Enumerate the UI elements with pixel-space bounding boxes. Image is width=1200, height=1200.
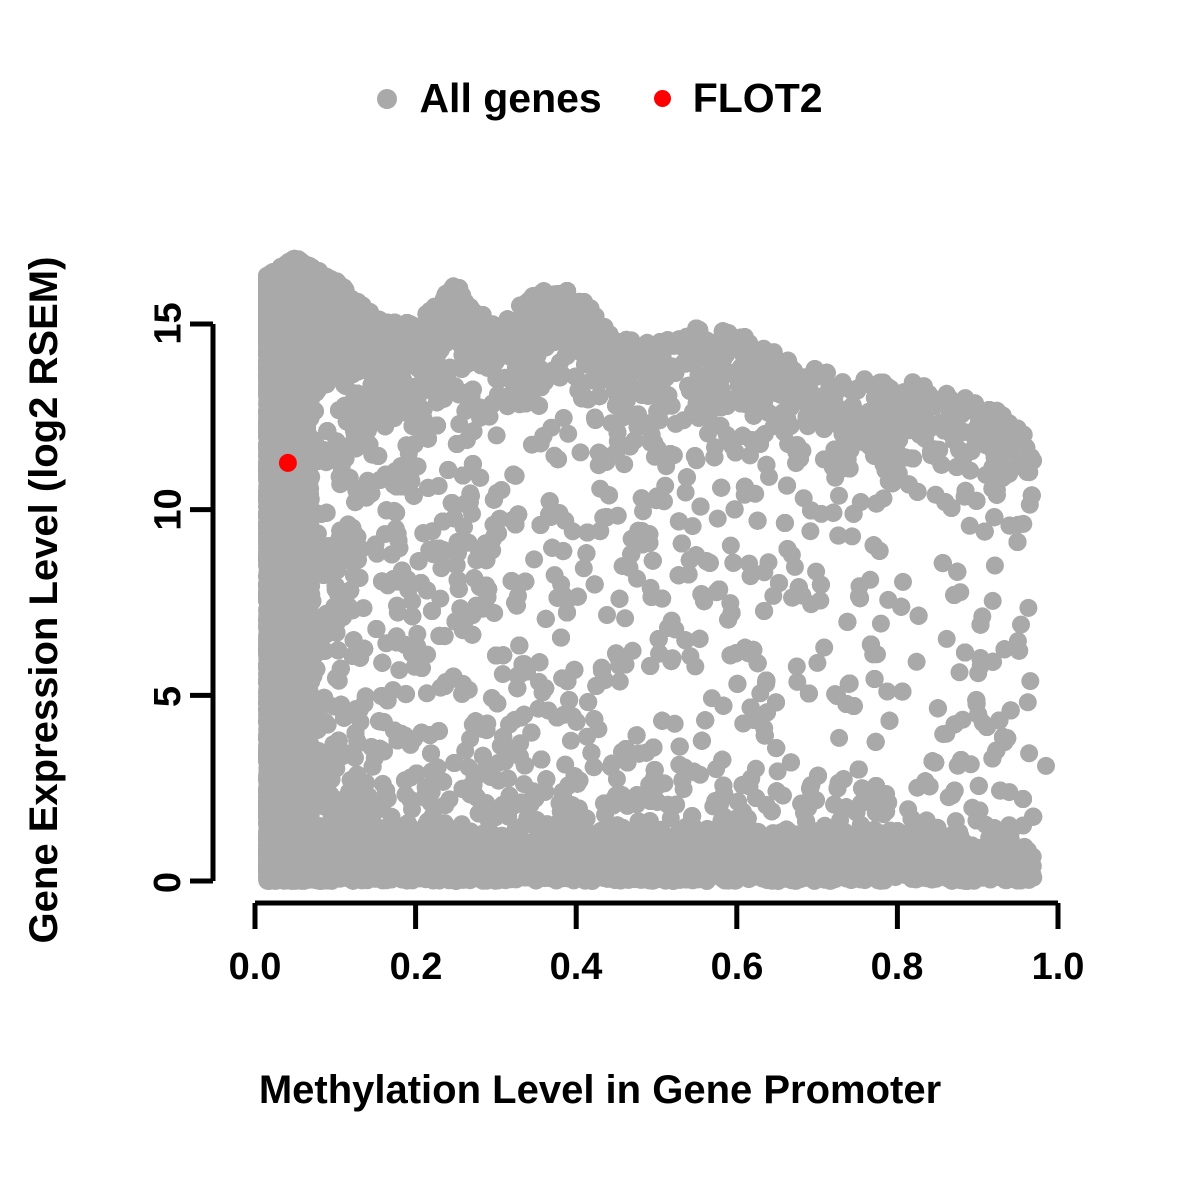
x-axis-title: Methylation Level in Gene Promoter (0, 1068, 1200, 1113)
x-tick-label-1: 0.2 (390, 946, 443, 989)
highlighted-point-flot2 (278, 453, 297, 472)
x-tick-label-5: 1.0 (1032, 946, 1085, 989)
y-tick-label-10: 10 (148, 488, 190, 531)
legend-label-all-genes: All genes (419, 78, 601, 119)
chart-legend: All genes FLOT2 (0, 78, 1200, 119)
y-axis-title: Gene Expression Level (log2 RSEM) (14, 0, 74, 1200)
red-dot-marker-icon (653, 90, 671, 107)
legend-item-all-genes: All genes (377, 78, 602, 119)
x-tick-label-3: 0.6 (711, 946, 764, 989)
y-tick-label-5: 5 (147, 675, 189, 718)
y-tick-label-15: 15 (148, 302, 190, 345)
x-tick-label-4: 0.8 (871, 946, 924, 989)
legend-item-flot2: FLOT2 (653, 78, 823, 119)
axes-layer (190, 321, 1061, 929)
data-points-layer (258, 249, 1055, 890)
y-tick-label-0: 0 (147, 861, 189, 904)
x-tick-label-0: 0.0 (229, 946, 282, 989)
legend-label-flot2: FLOT2 (693, 78, 823, 119)
x-tick-label-2: 0.4 (550, 946, 603, 989)
gray-dot-marker-icon (377, 88, 398, 109)
